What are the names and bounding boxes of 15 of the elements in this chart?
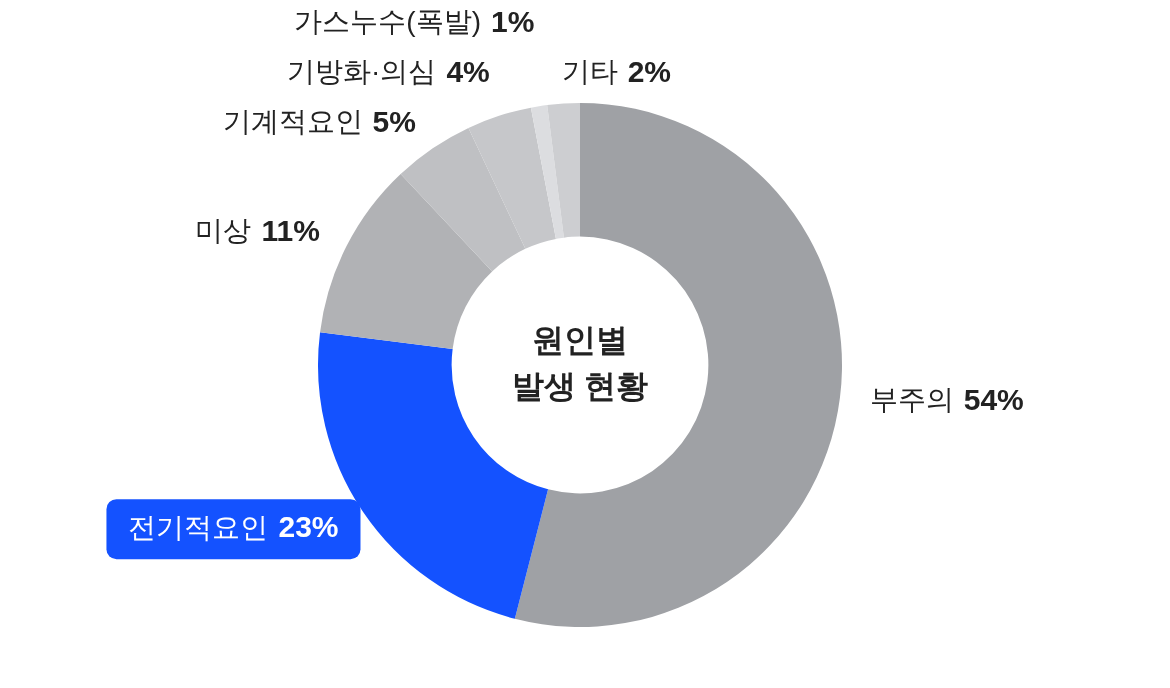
data-label: 1% xyxy=(490,4,535,38)
slice-label: 전기적요인 xyxy=(128,511,269,543)
slice-label: 기방화·의심 xyxy=(287,56,437,88)
slice-label: 가스누수(폭발) xyxy=(294,6,481,38)
data-label: 2% xyxy=(627,54,672,88)
slice-label: 부주의 xyxy=(869,384,954,416)
data-label: 11% xyxy=(261,213,320,247)
slice-label: 미상 xyxy=(195,215,252,247)
slice-label: 기타 xyxy=(561,56,618,88)
data-label: 5% xyxy=(372,104,416,138)
data-label: 54% xyxy=(963,382,1024,416)
data-label: 4% xyxy=(446,54,490,88)
text: 원인별 발생 현황 xyxy=(511,321,649,404)
data-label: 23% xyxy=(278,510,339,544)
slice-label: 기계적요인 xyxy=(222,106,363,138)
